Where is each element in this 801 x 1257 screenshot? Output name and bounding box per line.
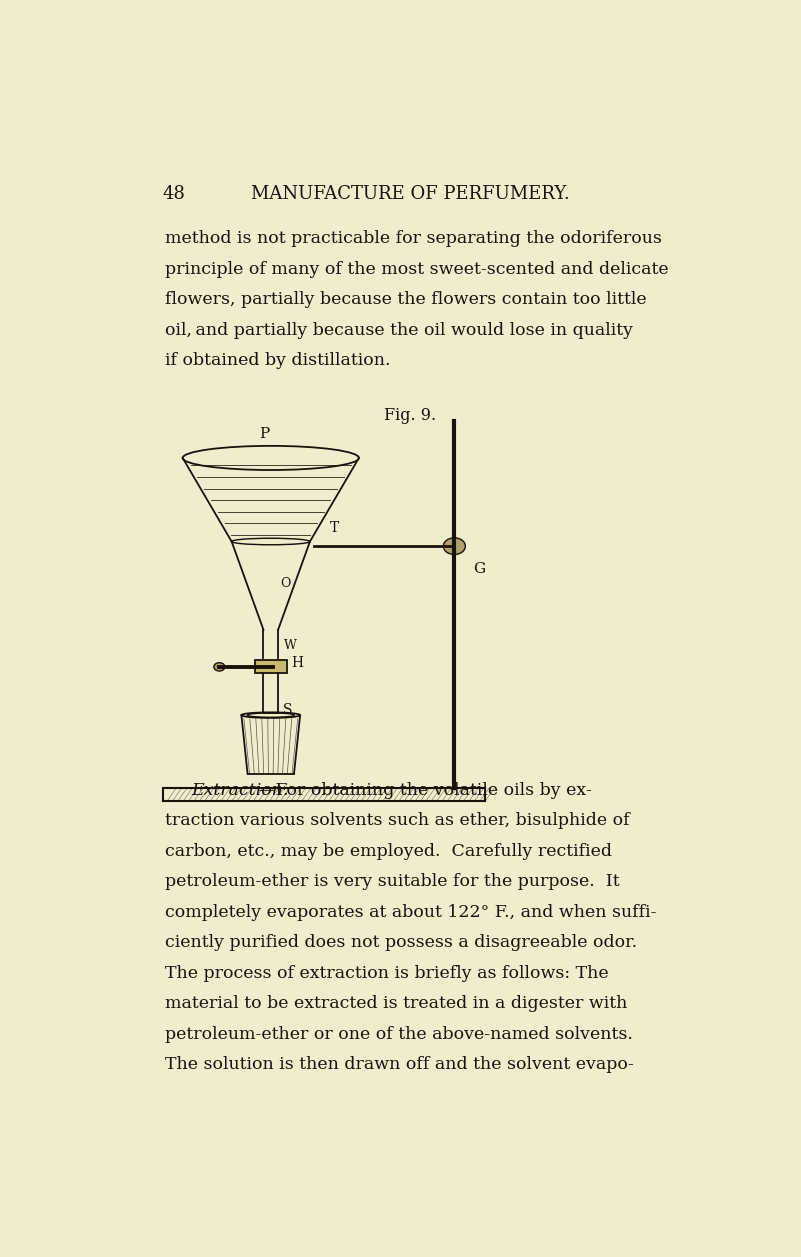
Text: traction various solvents such as ether, bisulphide of: traction various solvents such as ether,… [165, 812, 630, 830]
Text: Extraction.: Extraction. [191, 782, 289, 799]
Text: O: O [280, 577, 291, 590]
Text: method is not practicable for separating the odoriferous: method is not practicable for separating… [165, 230, 662, 248]
Text: completely evaporates at about 122° F., and when suffi-: completely evaporates at about 122° F., … [165, 904, 657, 921]
Bar [255, 660, 287, 674]
Text: oil, and partially because the oil would lose in quality: oil, and partially because the oil would… [165, 322, 634, 338]
Text: flowers, partially because the flowers contain too little: flowers, partially because the flowers c… [165, 292, 647, 308]
Text: T: T [329, 520, 339, 535]
Text: S: S [283, 704, 292, 718]
Text: H: H [292, 656, 304, 670]
Text: principle of many of the most sweet-scented and delicate: principle of many of the most sweet-scen… [165, 260, 669, 278]
Text: P: P [260, 427, 270, 441]
Text: 48: 48 [162, 185, 185, 202]
Text: W: W [284, 639, 297, 652]
Text: material to be extracted is treated in a digester with: material to be extracted is treated in a… [165, 996, 628, 1012]
Text: petroleum-ether is very suitable for the purpose.  It: petroleum-ether is very suitable for the… [165, 874, 620, 890]
Text: —For obtaining the volatile oils by ex-: —For obtaining the volatile oils by ex- [259, 782, 592, 799]
Ellipse shape [241, 713, 300, 718]
Text: Fig. 9.: Fig. 9. [384, 407, 437, 424]
Circle shape [443, 538, 465, 554]
Text: ciently purified does not possess a disagreeable odor.: ciently purified does not possess a disa… [165, 934, 638, 952]
Circle shape [214, 662, 225, 671]
Text: G: G [473, 562, 485, 577]
Text: carbon, etc., may be employed.  Carefully rectified: carbon, etc., may be employed. Carefully… [165, 843, 612, 860]
Text: if obtained by distillation.: if obtained by distillation. [165, 352, 391, 370]
Text: petroleum-ether or one of the above-named solvents.: petroleum-ether or one of the above-name… [165, 1026, 633, 1043]
Text: The process of extraction is briefly as follows: The: The process of extraction is briefly as … [165, 965, 609, 982]
Text: The solution is then drawn off and the solvent evapo-: The solution is then drawn off and the s… [165, 1056, 634, 1073]
Text: MANUFACTURE OF PERFUMERY.: MANUFACTURE OF PERFUMERY. [252, 185, 570, 202]
